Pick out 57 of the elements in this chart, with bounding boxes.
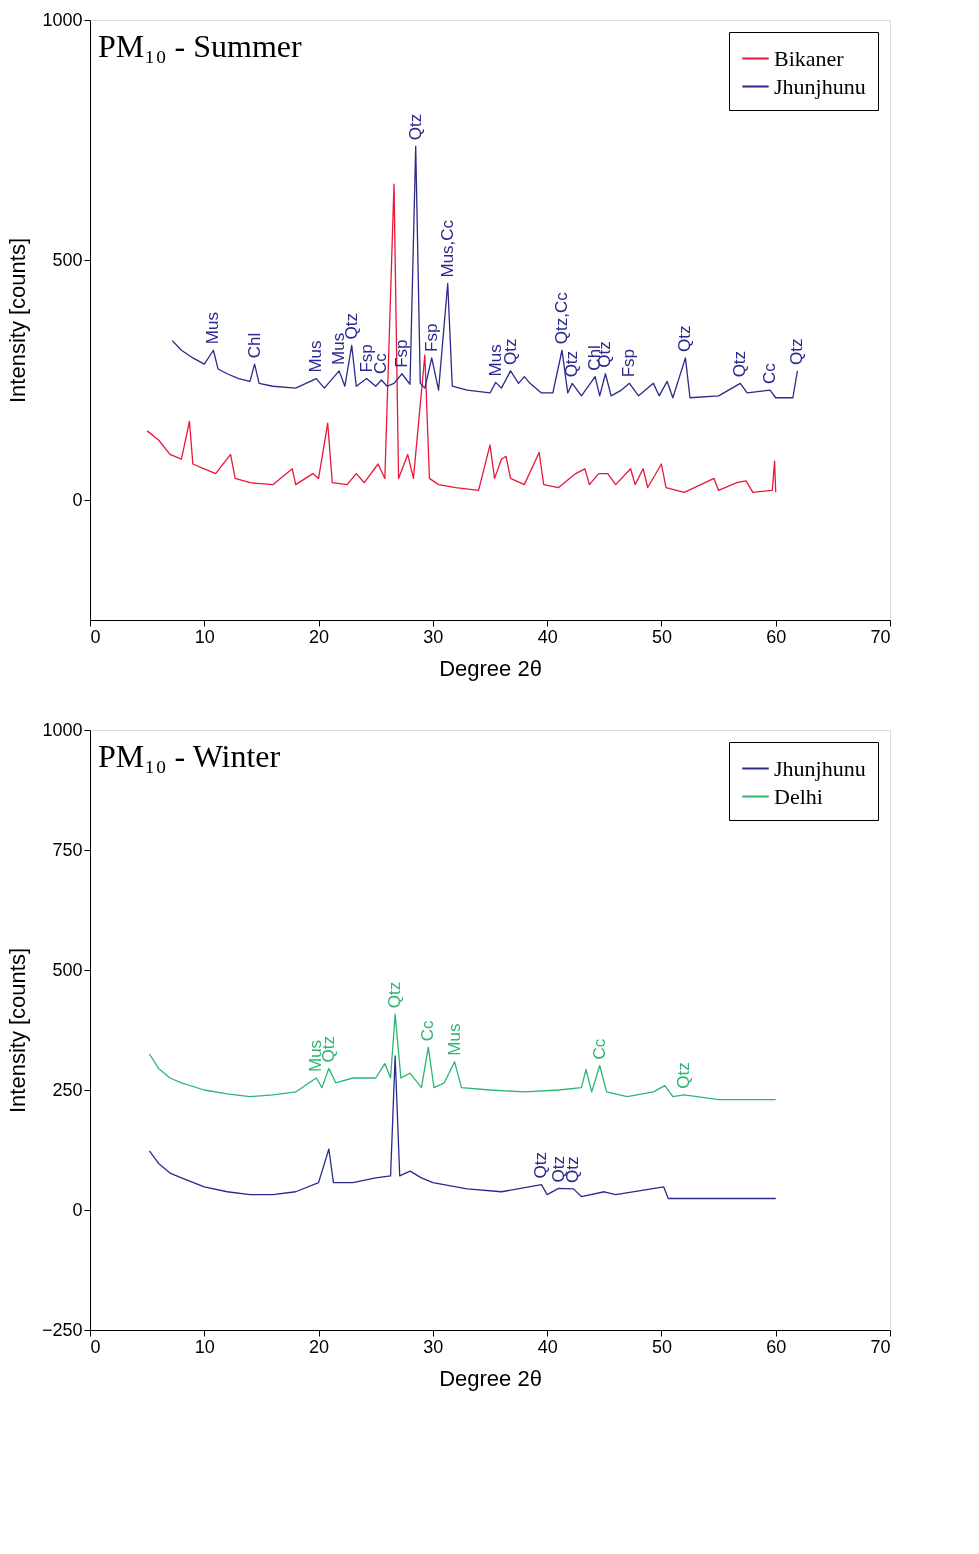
line-series [148, 1013, 777, 1101]
x-tick-label: 40 [537, 1336, 558, 1357]
chart-title: PM₁₀ - Winter [98, 738, 281, 774]
annotation: Cc [589, 1038, 609, 1060]
x-tick-label: 50 [651, 1336, 672, 1357]
annotation: Fsp [619, 349, 639, 378]
annotation: Fsp [421, 323, 441, 352]
x-tick-label: 70 [870, 1336, 891, 1357]
y-tick-label: 1000 [42, 719, 83, 740]
y-tick-label: 500 [52, 959, 83, 980]
annotation: Cc [760, 362, 779, 385]
x-axis-title: Degree 2θ [439, 655, 542, 681]
x-tick-label: 50 [651, 626, 672, 647]
annotation: Qtz [730, 350, 750, 378]
x-tick-label: 10 [194, 626, 215, 647]
annotation: Qtz [562, 350, 582, 378]
legend-label: Bikaner [774, 45, 845, 71]
annotation: Chl [244, 332, 264, 359]
y-tick-label: −250 [41, 1319, 83, 1340]
x-tick-label: 70 [870, 626, 891, 647]
annotation: Qtz [405, 113, 425, 141]
annotation: Cc [418, 1020, 438, 1042]
y-axis-title: Intensity [counts] [4, 947, 30, 1114]
x-tick-label: 60 [766, 626, 787, 647]
x-tick-label: 60 [766, 1336, 787, 1357]
annotation: Mus [306, 340, 326, 373]
x-tick-label: 20 [309, 1336, 330, 1357]
annotation: Qtz [674, 1062, 694, 1089]
line-series [146, 183, 777, 493]
legend-label: Delhi [774, 783, 823, 809]
annotation: Qtz [385, 981, 405, 1009]
y-tick-label: 0 [72, 1199, 83, 1220]
annotation: Qtz [531, 1152, 551, 1179]
x-tick-label: 0 [90, 1336, 101, 1357]
annotation: Qtz [787, 338, 807, 365]
y-tick-label: 1000 [42, 9, 83, 30]
annotation: Fsp [392, 339, 411, 368]
y-axis-title: Intensity [counts] [5, 237, 31, 404]
annotation: Qtz [675, 325, 695, 352]
x-axis-title: Degree 2θ [439, 1365, 542, 1391]
chart-title: PM₁₀ - Summer [98, 28, 302, 64]
x-tick-label: 0 [90, 626, 101, 647]
annotation: Mus [203, 312, 223, 345]
x-tick-label: 10 [194, 1336, 215, 1357]
x-tick-label: 40 [537, 626, 558, 647]
x-tick-label: 30 [423, 626, 444, 647]
annotation: Mus,Cc [437, 219, 457, 278]
annotation: Mus [444, 1023, 464, 1056]
y-tick-label: 250 [52, 1079, 83, 1100]
y-tick-label: 500 [52, 249, 83, 270]
y-tick-label: 0 [72, 489, 83, 510]
legend-label: Jhunjhunu [774, 755, 866, 781]
x-tick-label: 20 [309, 626, 330, 647]
annotation: Qtz,Cc [552, 291, 571, 345]
legend-label: Jhunjhunu [774, 73, 866, 99]
x-tick-label: 30 [423, 1336, 444, 1357]
y-tick-label: 750 [52, 839, 83, 860]
